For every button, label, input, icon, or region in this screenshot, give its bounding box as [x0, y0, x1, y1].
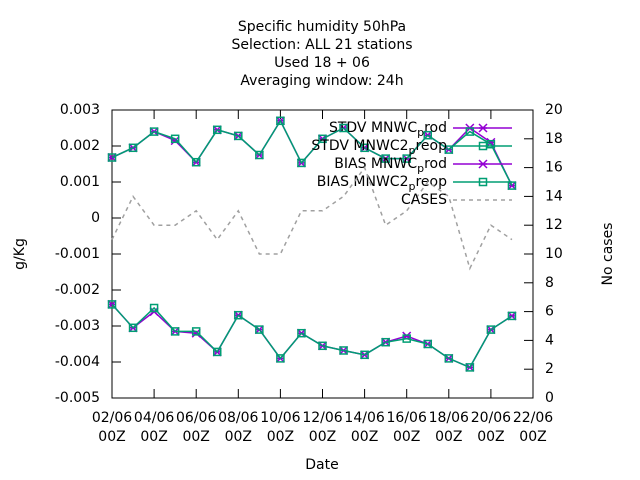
y2-tick-label: 6 — [545, 304, 554, 320]
x-axis-label: Date — [305, 457, 338, 473]
y-tick-label: 0.001 — [60, 174, 100, 190]
point-marker — [360, 143, 369, 153]
point-marker — [444, 145, 454, 154]
point-marker — [297, 328, 306, 338]
point-marker — [170, 327, 180, 336]
point-marker — [339, 346, 348, 355]
point-marker — [507, 181, 517, 191]
x-tick-label: 12/06 00Z — [302, 410, 342, 445]
x-tick-label: 10/06 00Z — [260, 410, 300, 445]
x-tick-label: 02/06 00Z — [92, 410, 132, 445]
legend-marker — [478, 159, 488, 169]
chart-title: Averaging window: 24h — [240, 73, 403, 89]
point-marker — [213, 347, 222, 357]
chart-title: Selection: ALL 21 stations — [231, 37, 412, 53]
y2-tick-label: 16 — [545, 160, 563, 176]
point-marker — [276, 354, 285, 363]
point-marker — [170, 134, 180, 144]
point-marker — [465, 363, 475, 372]
point-marker — [465, 127, 475, 136]
y-tick-label: -0.004 — [55, 354, 100, 370]
y2-tick-label: 12 — [545, 217, 563, 233]
chart-title: Used 18 + 06 — [274, 55, 370, 71]
y-tick-label: -0.005 — [55, 390, 100, 406]
point-marker — [128, 323, 138, 333]
point-marker — [191, 327, 201, 336]
legend-label: BIAS MNWCprod — [334, 156, 447, 175]
point-marker — [255, 150, 264, 160]
y-tick-label: -0.001 — [55, 246, 100, 262]
x-tick-label: 06/06 00Z — [176, 410, 216, 445]
x-tick-label: 16/06 00Z — [387, 410, 427, 445]
y-tick-label: -0.002 — [55, 282, 100, 298]
point-marker — [486, 139, 496, 149]
y-tick-label: 0 — [91, 210, 100, 226]
point-marker — [213, 125, 222, 135]
legend-label: BIAS MNWC2preop — [317, 174, 447, 193]
x-tick-label: 04/06 00Z — [134, 410, 174, 445]
y2-tick-label: 0 — [545, 390, 554, 406]
legend-label: CASES — [401, 192, 447, 208]
y-axis-label: g/Kg — [12, 238, 28, 270]
point-marker — [107, 153, 117, 162]
point-marker — [381, 154, 390, 163]
x-tick-label: 18/06 00Z — [429, 410, 469, 445]
point-marker — [234, 131, 243, 141]
point-marker — [507, 311, 517, 321]
point-marker — [402, 154, 411, 163]
y2-tick-label: 20 — [545, 102, 563, 118]
legend-marker — [478, 141, 488, 151]
point-marker — [255, 325, 264, 334]
x-tick-label: 22/06 00Z — [513, 410, 553, 445]
y2-tick-label: 4 — [545, 332, 554, 348]
y-tick-label: 0.002 — [60, 138, 100, 154]
point-marker — [444, 354, 454, 363]
y-tick-label: 0.003 — [60, 102, 100, 118]
point-marker — [402, 334, 411, 343]
x-tick-label: 14/06 00Z — [344, 410, 384, 445]
y2-tick-label: 14 — [545, 188, 563, 204]
point-marker — [423, 130, 432, 140]
point-marker — [486, 325, 496, 334]
y2-tick-label: 18 — [545, 131, 563, 147]
point-marker — [234, 310, 243, 320]
y-tick-label: -0.003 — [55, 318, 100, 334]
point-marker — [107, 300, 117, 309]
y2-tick-label: 8 — [545, 275, 554, 291]
x-tick-label: 08/06 00Z — [218, 410, 258, 445]
point-marker — [360, 350, 369, 360]
legend-marker — [478, 123, 488, 133]
point-marker — [149, 303, 159, 313]
point-marker — [318, 341, 327, 351]
point-marker — [318, 134, 327, 144]
point-marker — [276, 116, 285, 126]
legend-marker — [478, 177, 488, 187]
series-line — [111, 166, 513, 271]
y2-tick-label: 10 — [545, 246, 563, 262]
point-marker — [149, 127, 159, 136]
legend-label: STDV MNWC2preop — [311, 138, 447, 157]
point-marker — [297, 158, 306, 168]
point-marker — [423, 339, 432, 349]
point-marker — [128, 143, 138, 153]
y2-tick-label: 2 — [545, 361, 554, 377]
chart-title: Specific humidity 50hPa — [238, 19, 406, 35]
point-marker — [191, 157, 201, 167]
x-tick-label: 20/06 00Z — [471, 410, 511, 445]
y2-axis-label: No cases — [600, 223, 616, 286]
point-marker — [381, 337, 390, 347]
point-marker — [339, 123, 348, 133]
